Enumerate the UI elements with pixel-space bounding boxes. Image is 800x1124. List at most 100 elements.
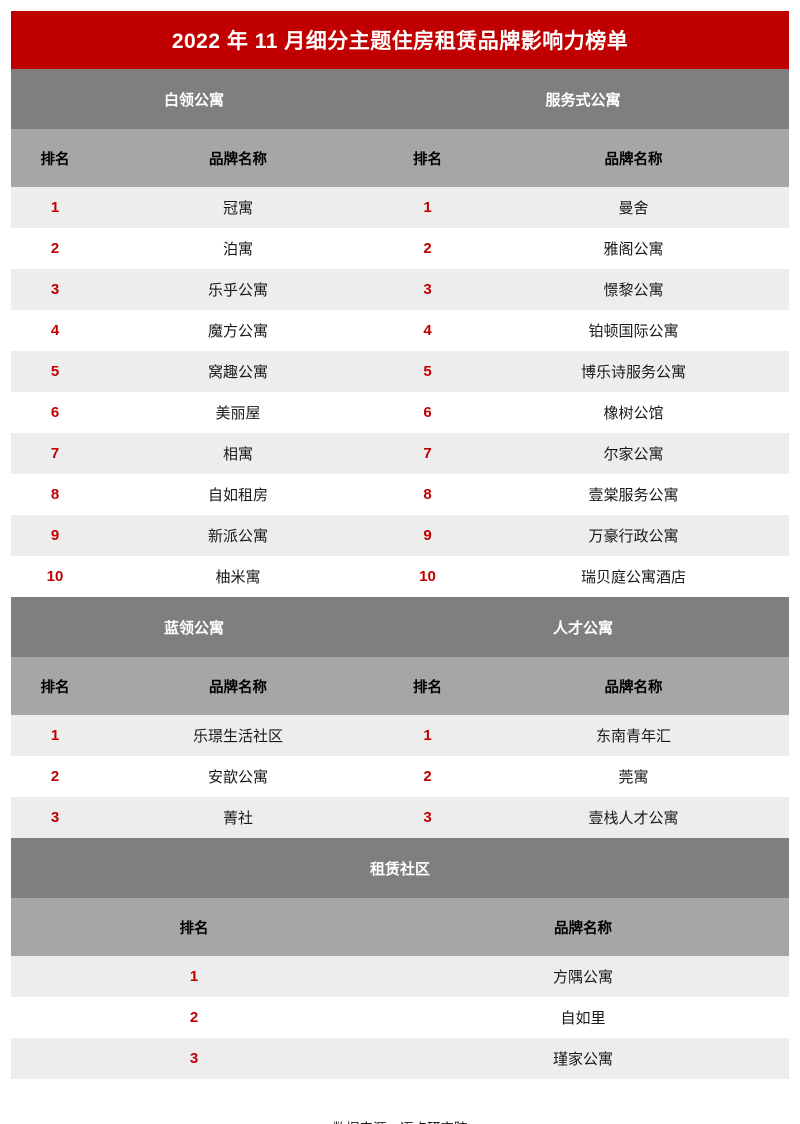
column-header-rank: 排名 xyxy=(377,129,478,187)
column-header-rank: 排名 xyxy=(11,898,377,956)
rank-value: 1 xyxy=(11,715,99,756)
brand-name: 安歆公寓 xyxy=(99,756,377,797)
brand-name: 铂顿国际公寓 xyxy=(478,310,790,351)
brand-name: 壹棠服务公寓 xyxy=(478,474,790,515)
rank-value: 3 xyxy=(11,269,99,310)
brand-name: 橡树公馆 xyxy=(478,392,790,433)
brand-name: 菁社 xyxy=(99,797,377,838)
column-header-row: 排名 品牌名称 排名 品牌名称 xyxy=(11,129,790,187)
table-row: 3 乐乎公寓 3 憬黎公寓 xyxy=(11,269,790,310)
brand-name: 窝趣公寓 xyxy=(99,351,377,392)
rank-value: 4 xyxy=(377,310,478,351)
brand-name: 壹栈人才公寓 xyxy=(478,797,790,838)
column-header-row: 排名 品牌名称 排名 品牌名称 xyxy=(11,657,790,715)
column-header-brand: 品牌名称 xyxy=(377,898,790,956)
title-row: 2022 年 11 月细分主题住房租赁品牌影响力榜单 xyxy=(11,11,790,69)
section-title-租赁社区: 租赁社区 xyxy=(11,838,790,898)
table-row: 2 泊寓 2 雅阁公寓 xyxy=(11,228,790,269)
section-header-row: 蓝领公寓 人才公寓 xyxy=(11,597,790,657)
table-row: 1 方隅公寓 xyxy=(11,956,790,997)
table-row: 4 魔方公寓 4 铂顿国际公寓 xyxy=(11,310,790,351)
rank-value: 9 xyxy=(11,515,99,556)
table-row: 5 窝趣公寓 5 博乐诗服务公寓 xyxy=(11,351,790,392)
table-row: 1 乐璟生活社区 1 东南青年汇 xyxy=(11,715,790,756)
table-row: 6 美丽屋 6 橡树公馆 xyxy=(11,392,790,433)
table-row: 2 自如里 xyxy=(11,997,790,1038)
rank-value: 2 xyxy=(11,228,99,269)
rank-value: 3 xyxy=(377,269,478,310)
brand-name: 乐璟生活社区 xyxy=(99,715,377,756)
column-header-brand: 品牌名称 xyxy=(99,657,377,715)
brand-name: 美丽屋 xyxy=(99,392,377,433)
rank-value: 1 xyxy=(11,956,377,997)
rank-value: 7 xyxy=(11,433,99,474)
rank-value: 9 xyxy=(377,515,478,556)
table-row: 9 新派公寓 9 万豪行政公寓 xyxy=(11,515,790,556)
brand-name: 冠寓 xyxy=(99,187,377,228)
rank-value: 5 xyxy=(377,351,478,392)
brand-name: 柚米寓 xyxy=(99,556,377,597)
brand-name: 相寓 xyxy=(99,433,377,474)
rank-value: 5 xyxy=(11,351,99,392)
rank-value: 7 xyxy=(377,433,478,474)
brand-name: 憬黎公寓 xyxy=(478,269,790,310)
table-row: 1 冠寓 1 曼舍 xyxy=(11,187,790,228)
brand-name: 莞寓 xyxy=(478,756,790,797)
column-header-row: 排名 品牌名称 xyxy=(11,898,790,956)
column-header-rank: 排名 xyxy=(377,657,478,715)
table-row: 2 安歆公寓 2 莞寓 xyxy=(11,756,790,797)
table-row: 10 柚米寓 10 瑞贝庭公寓酒店 xyxy=(11,556,790,597)
rank-value: 6 xyxy=(377,392,478,433)
rank-value: 2 xyxy=(11,997,377,1038)
table-row: 7 相寓 7 尔家公寓 xyxy=(11,433,790,474)
brand-name: 瑞贝庭公寓酒店 xyxy=(478,556,790,597)
rank-value: 2 xyxy=(377,228,478,269)
section-header-row: 白领公寓 服务式公寓 xyxy=(11,69,790,129)
column-header-brand: 品牌名称 xyxy=(478,657,790,715)
brand-name: 方隅公寓 xyxy=(377,956,790,997)
brand-name: 东南青年汇 xyxy=(478,715,790,756)
brand-name: 自如租房 xyxy=(99,474,377,515)
column-header-rank: 排名 xyxy=(11,657,99,715)
ranking-table: 2022 年 11 月细分主题住房租赁品牌影响力榜单 白领公寓 服务式公寓 排名 品牌名… xyxy=(11,11,790,1079)
rank-value: 1 xyxy=(377,715,478,756)
rank-value: 4 xyxy=(11,310,99,351)
rank-value: 2 xyxy=(377,756,478,797)
rank-value: 8 xyxy=(11,474,99,515)
rank-value: 8 xyxy=(377,474,478,515)
column-header-rank: 排名 xyxy=(11,129,99,187)
rank-value: 2 xyxy=(11,756,99,797)
rank-value: 3 xyxy=(11,797,99,838)
rank-value: 3 xyxy=(377,797,478,838)
brand-name: 魔方公寓 xyxy=(99,310,377,351)
rank-value: 3 xyxy=(11,1038,377,1079)
table-row: 3 菁社 3 壹栈人才公寓 xyxy=(11,797,790,838)
table-row: 8 自如租房 8 壹棠服务公寓 xyxy=(11,474,790,515)
brand-name: 尔家公寓 xyxy=(478,433,790,474)
section-header-row: 租赁社区 xyxy=(11,838,790,898)
brand-name: 瑾家公寓 xyxy=(377,1038,790,1079)
section-title-人才公寓: 人才公寓 xyxy=(377,597,790,657)
brand-name: 乐乎公寓 xyxy=(99,269,377,310)
brand-name: 博乐诗服务公寓 xyxy=(478,351,790,392)
rank-value: 1 xyxy=(11,187,99,228)
brand-name: 新派公寓 xyxy=(99,515,377,556)
data-source-note: 数据来源：迈点研究院 xyxy=(11,1117,789,1124)
brand-name: 万豪行政公寓 xyxy=(478,515,790,556)
brand-name: 泊寓 xyxy=(99,228,377,269)
ranking-table-body: 2022 年 11 月细分主题住房租赁品牌影响力榜单 白领公寓 服务式公寓 排名 品牌名… xyxy=(11,11,790,1079)
brand-name: 自如里 xyxy=(377,997,790,1038)
rank-value: 10 xyxy=(11,556,99,597)
column-header-brand: 品牌名称 xyxy=(478,129,790,187)
brand-name: 曼舍 xyxy=(478,187,790,228)
column-header-brand: 品牌名称 xyxy=(99,129,377,187)
table-row: 3 瑾家公寓 xyxy=(11,1038,790,1079)
rank-value: 1 xyxy=(377,187,478,228)
section-title-白领公寓: 白领公寓 xyxy=(11,69,377,129)
page-title: 2022 年 11 月细分主题住房租赁品牌影响力榜单 xyxy=(11,11,790,69)
section-title-服务式公寓: 服务式公寓 xyxy=(377,69,790,129)
rank-value: 6 xyxy=(11,392,99,433)
brand-name: 雅阁公寓 xyxy=(478,228,790,269)
rank-value: 10 xyxy=(377,556,478,597)
